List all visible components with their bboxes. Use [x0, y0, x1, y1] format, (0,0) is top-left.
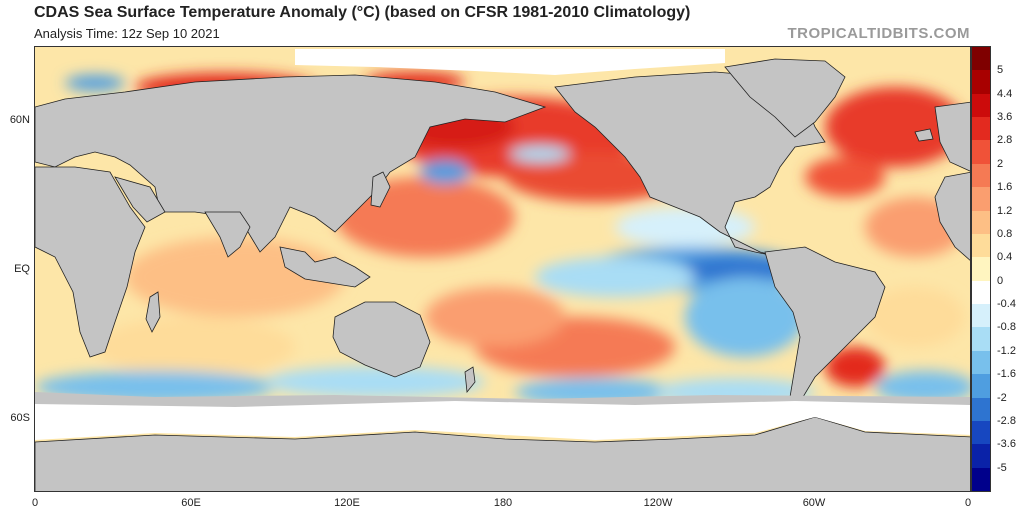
color-scale-segment [972, 467, 990, 492]
color-scale-segment [972, 304, 990, 328]
sea-ice [35, 49, 970, 440]
brand-watermark: TROPICALTIDBITS.COM [787, 25, 970, 42]
western-europe-landmass [934, 101, 970, 172]
color-scale-label: 0.8 [997, 227, 1013, 240]
color-scale-segment [972, 327, 990, 352]
lon-label-60e: 60E [181, 497, 201, 509]
color-scale-segment [972, 93, 990, 118]
color-scale-label: 1.2 [997, 204, 1013, 217]
map-canvas [35, 47, 970, 491]
color-scale-label: 5 [997, 64, 1004, 77]
color-scale-label: -2 [997, 391, 1007, 404]
color-scale-segment [972, 350, 990, 375]
lon-label-180: 180 [493, 497, 513, 509]
color-scale-label: -1.2 [997, 344, 1016, 357]
color-scale-segment [972, 187, 990, 212]
madagascar-landmass [145, 291, 161, 333]
lat-label-60s: 60S [10, 412, 30, 424]
color-scale-label: -5 [997, 461, 1007, 474]
color-scale-segment [972, 374, 990, 399]
lat-label-eq: EQ [14, 263, 30, 275]
ice-edge-band [35, 392, 970, 407]
color-scale-label: 0.4 [997, 251, 1013, 264]
color-scale-label: 3.6 [997, 111, 1013, 124]
color-scale-segment [972, 233, 990, 258]
color-scale-segment [972, 257, 990, 282]
color-scale-label: -1.6 [997, 368, 1016, 381]
lat-label-60n: 60N [9, 114, 30, 126]
color-scale-label: 0 [997, 274, 1004, 287]
sst-anomaly-map [34, 46, 971, 492]
india-landmass [204, 211, 251, 258]
color-scale-label: -0.8 [997, 321, 1016, 334]
color-scale-segment [972, 280, 990, 305]
color-scale-segment [972, 163, 990, 188]
lon-label-0-east: 0 [964, 497, 972, 509]
color-scale-label: 2.8 [997, 134, 1013, 147]
color-scale-segment [972, 70, 990, 95]
antarctica-landmass [35, 416, 970, 491]
west-africa-landmass [934, 171, 970, 261]
color-scale-segment [972, 47, 990, 71]
lon-label-120e: 120E [334, 497, 360, 509]
color-scale-segment [972, 210, 990, 235]
color-scale-segment [972, 140, 990, 165]
color-scale-label: 4.4 [997, 87, 1013, 100]
south-america-landmass [764, 246, 886, 403]
color-scale-label: 2 [997, 157, 1004, 170]
japan-landmass [370, 171, 391, 208]
color-scale-label: -2.8 [997, 414, 1016, 427]
color-scale-label: -3.6 [997, 438, 1016, 451]
color-scale-label: 1.6 [997, 181, 1013, 194]
iceland-landmass [914, 128, 934, 142]
color-scale-segment [972, 397, 990, 422]
land-masses [35, 58, 970, 491]
arabia-landmass [114, 176, 166, 223]
maritime-continent [279, 246, 371, 288]
australia-landmass [332, 301, 431, 378]
lon-label-60w: 60W [802, 497, 826, 509]
color-scale-bar [971, 46, 991, 492]
analysis-time: Analysis Time: 12z Sep 10 2021 [34, 26, 220, 41]
color-scale-segment [972, 117, 990, 141]
map-title: CDAS Sea Surface Temperature Anomaly (°C… [34, 4, 691, 21]
greenland-landmass [724, 58, 846, 138]
color-scale-segment [972, 420, 990, 445]
lon-label-120w: 120W [643, 497, 673, 509]
africa-landmass [35, 166, 146, 358]
color-scale-segment [972, 444, 990, 469]
new-zealand-landmass [464, 366, 476, 394]
color-scale-label: -0.4 [997, 298, 1016, 311]
lon-label-0: 0 [31, 497, 39, 509]
